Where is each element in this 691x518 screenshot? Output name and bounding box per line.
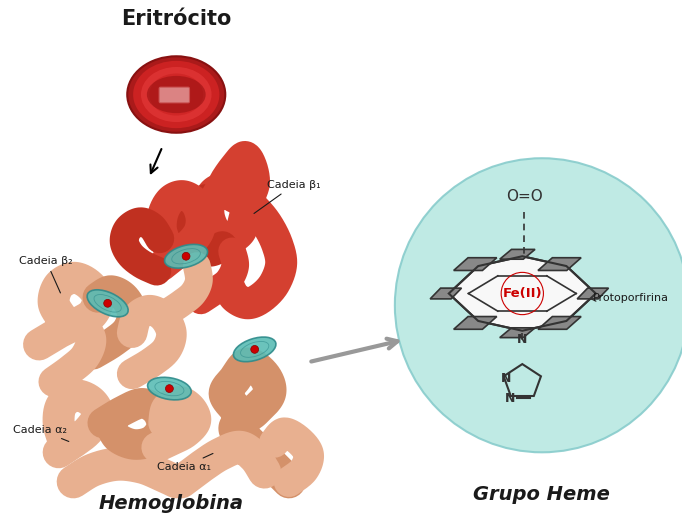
Ellipse shape	[234, 337, 276, 362]
FancyArrowPatch shape	[312, 339, 397, 362]
Text: Fe(II): Fe(II)	[502, 287, 542, 300]
Polygon shape	[448, 256, 596, 331]
Text: Protoporfirina: Protoporfirina	[593, 293, 669, 304]
Circle shape	[104, 299, 111, 307]
Text: Hemoglobina: Hemoglobina	[99, 495, 244, 513]
Text: N: N	[517, 334, 527, 347]
Text: Eritrócito: Eritrócito	[121, 9, 231, 29]
Text: Cadeia β₁: Cadeia β₁	[254, 180, 321, 213]
Circle shape	[395, 158, 689, 452]
Text: Cadeia β₂: Cadeia β₂	[19, 256, 73, 293]
Text: Cadeia α₂: Cadeia α₂	[12, 425, 69, 441]
Polygon shape	[538, 316, 581, 329]
Ellipse shape	[164, 244, 207, 268]
Text: N: N	[505, 392, 515, 405]
Ellipse shape	[148, 377, 191, 400]
Polygon shape	[577, 288, 609, 299]
Circle shape	[165, 385, 173, 393]
FancyBboxPatch shape	[159, 87, 189, 103]
Text: O=O: O=O	[506, 189, 542, 204]
Polygon shape	[454, 258, 497, 270]
Polygon shape	[454, 316, 497, 329]
Ellipse shape	[87, 290, 128, 317]
Ellipse shape	[133, 61, 220, 128]
Ellipse shape	[147, 76, 206, 113]
Circle shape	[251, 346, 258, 353]
Polygon shape	[500, 328, 535, 338]
Circle shape	[182, 252, 190, 260]
Text: Grupo Heme: Grupo Heme	[473, 485, 610, 503]
Ellipse shape	[127, 56, 225, 133]
Text: Cadeia α₁: Cadeia α₁	[157, 453, 213, 472]
Polygon shape	[500, 249, 535, 259]
Polygon shape	[538, 258, 581, 270]
Ellipse shape	[141, 67, 211, 122]
Polygon shape	[430, 288, 462, 299]
Ellipse shape	[149, 74, 203, 116]
Text: N: N	[500, 372, 511, 385]
